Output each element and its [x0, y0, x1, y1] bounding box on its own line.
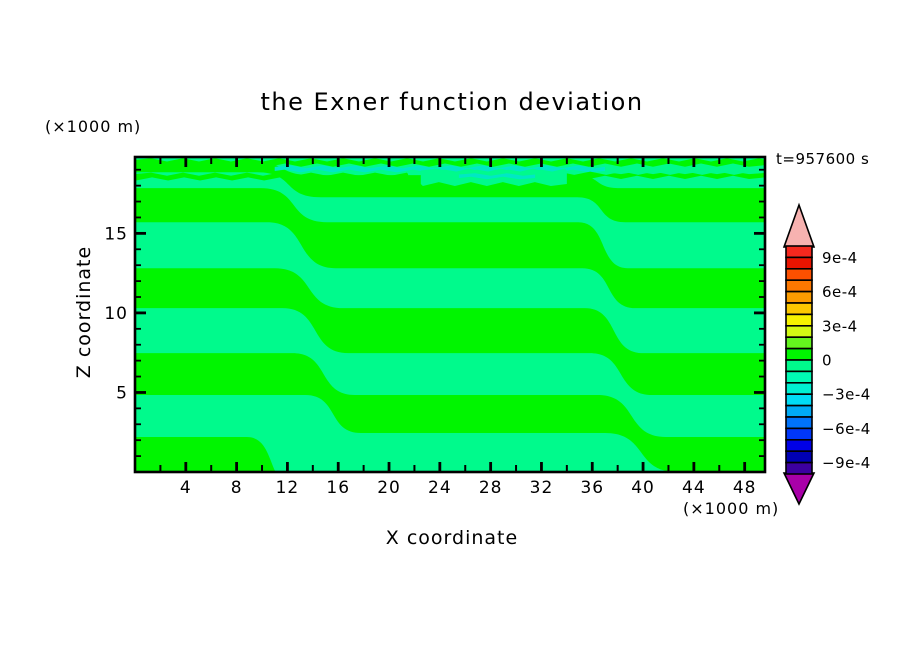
colorbar-segment — [785, 302, 813, 316]
axes-frame — [133, 155, 767, 474]
colorbar-segment — [785, 245, 813, 259]
colorbar-segment — [785, 370, 813, 384]
y-axis-unit-label: (×1000 m) — [45, 117, 142, 136]
colorbar-label: 6e-4 — [822, 283, 858, 301]
colorbar-segment — [785, 393, 813, 407]
noise-stripe — [458, 173, 536, 180]
y-tick-label: 5 — [116, 383, 128, 403]
colorbar-segment — [785, 347, 813, 361]
contour-band — [135, 437, 276, 472]
colorbar-segment — [785, 438, 813, 452]
colorbar-segment — [785, 324, 813, 338]
colorbar-segment — [785, 290, 813, 304]
colorbar-segment — [785, 450, 813, 464]
colorbar-segment — [785, 267, 813, 281]
noise-stripe — [135, 172, 409, 181]
chart-title: the Exner function deviation — [260, 88, 644, 116]
x-tick-label: 20 — [377, 478, 401, 498]
x-tick-label: 8 — [231, 478, 243, 498]
colorbar-over-arrow — [782, 202, 816, 248]
colorbar-label: −3e-4 — [822, 386, 871, 404]
x-tick-label: 36 — [580, 478, 604, 498]
x-axis-title: X coordinate — [385, 527, 519, 549]
colorbar-label: 0 — [822, 352, 832, 370]
colorbar-label: −6e-4 — [822, 420, 871, 438]
x-tick-label: 32 — [530, 478, 554, 498]
noise-stripe — [274, 165, 605, 173]
x-tick-label: 4 — [180, 478, 192, 498]
colorbar-segment — [785, 359, 813, 373]
colorbar-label: 9e-4 — [822, 249, 858, 267]
colorbar-segment — [785, 427, 813, 441]
colorbar-segment — [785, 313, 813, 327]
colorbar-segment — [785, 461, 813, 475]
colorbar-segment — [785, 416, 813, 430]
contour-band — [135, 395, 765, 472]
x-tick-label: 24 — [428, 478, 452, 498]
colorbar: 9e-4 6e-4 3e-4 0 −3e-4 −6e-4 −9e-4 — [782, 202, 871, 506]
colorbar-segment — [785, 381, 813, 395]
timestamp-label: t=957600 s — [776, 150, 870, 168]
noise-stripe — [611, 168, 765, 175]
x-tick-label: 44 — [682, 478, 706, 498]
y-tick-label: 10 — [104, 304, 128, 324]
colorbar-label: 3e-4 — [822, 317, 858, 335]
y-tick-label: 15 — [104, 224, 128, 244]
noise-stripe — [135, 158, 765, 167]
x-tick-label: 40 — [631, 478, 655, 498]
x-axis-unit-label: (×1000 m) — [683, 499, 780, 518]
colorbar-under-arrow — [782, 472, 816, 506]
colorbar-label: −9e-4 — [822, 454, 871, 472]
x-tick-label: 28 — [479, 478, 503, 498]
colorbar-segment — [785, 404, 813, 418]
x-tick-label: 48 — [733, 478, 757, 498]
x-tick-label: 12 — [276, 478, 300, 498]
colorbar-segment — [785, 336, 813, 350]
colorbar-segment — [785, 256, 813, 270]
plot-area — [135, 157, 765, 472]
colorbar-segment — [785, 279, 813, 293]
x-tick-label: 16 — [326, 478, 350, 498]
